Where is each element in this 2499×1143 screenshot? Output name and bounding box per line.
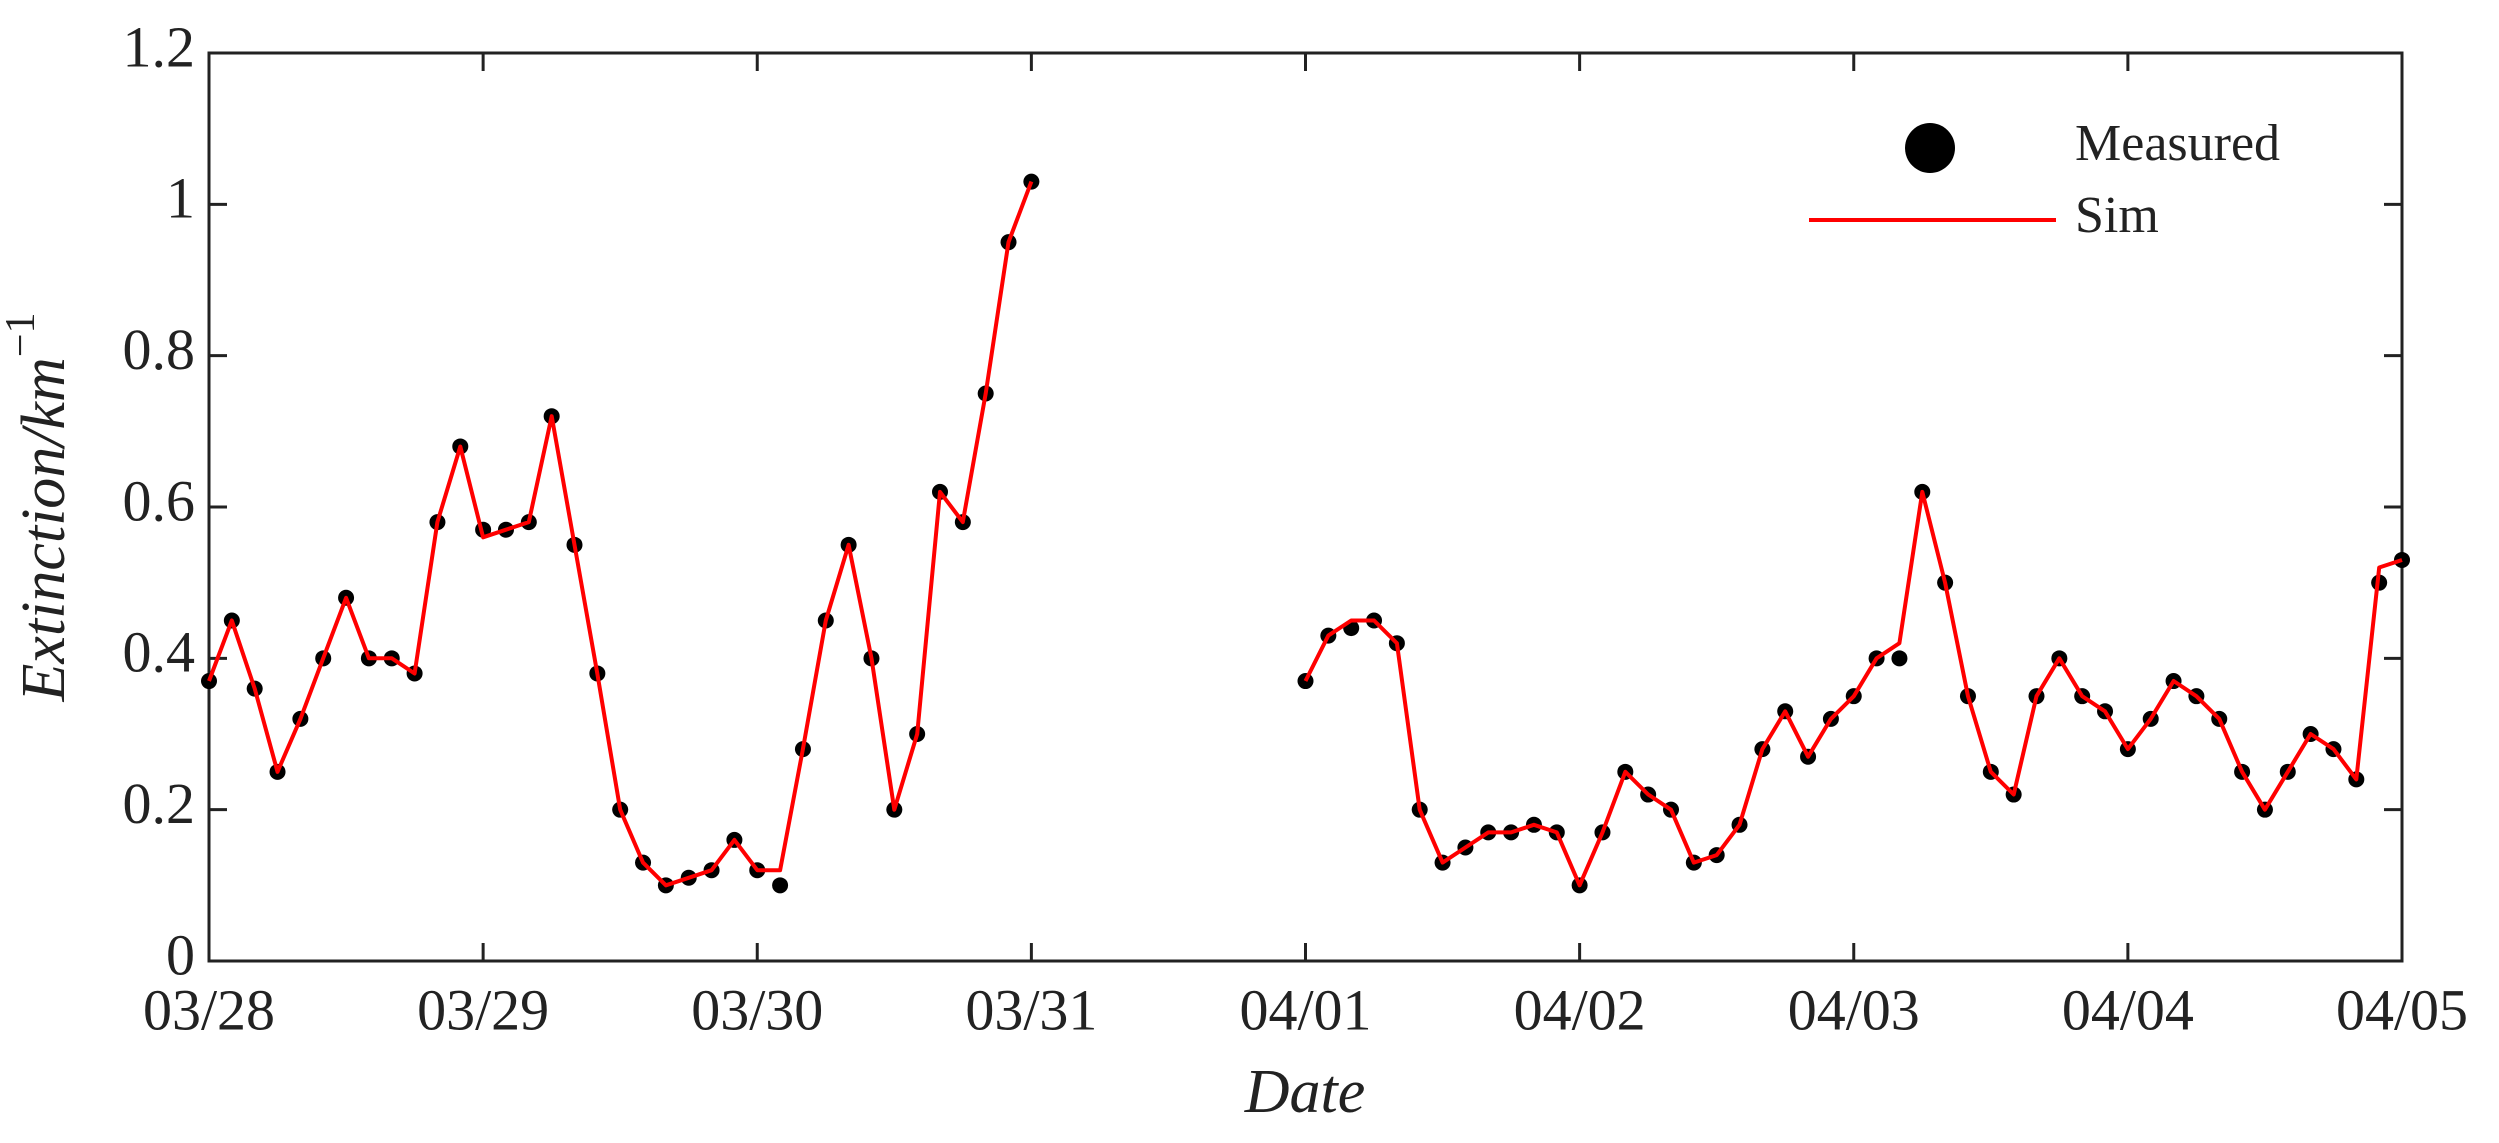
x-tick-label: 04/04	[2062, 977, 2194, 1042]
y-tick-label: 0.8	[123, 317, 196, 382]
data-point	[2394, 551, 2410, 568]
y-tick-label: 1.2	[123, 14, 196, 79]
data-point	[1297, 673, 1314, 690]
legend-label: Sim	[2075, 187, 2159, 244]
y-tick-label: 0	[166, 922, 195, 987]
data-line	[207, 180, 2403, 888]
x-axis-label: Date	[1244, 1058, 1366, 1126]
x-tick-label: 04/03	[1788, 977, 1920, 1042]
y-tick-label: 0.6	[123, 468, 196, 533]
y-tick-label: 0.4	[123, 620, 196, 685]
x-tick-label: 03/30	[691, 977, 823, 1042]
x-tick-label: 04/01	[1239, 977, 1371, 1042]
data-point	[201, 673, 217, 690]
y-axis-label: Extinction/km−1	[0, 312, 78, 702]
x-tick-label: 03/31	[965, 977, 1097, 1042]
legend-label: Measured	[2075, 115, 2280, 172]
y-axis-label-text: Extinction/km	[10, 357, 78, 702]
y-tick-label: 0.2	[123, 771, 196, 836]
y-tick-label: 1	[166, 166, 195, 231]
x-tick-label: 04/02	[1514, 977, 1646, 1042]
data-point	[772, 877, 789, 894]
legend-marker	[1905, 123, 1955, 173]
x-tick-label: 03/29	[417, 977, 549, 1042]
x-tick-label: 03/28	[143, 977, 275, 1042]
data-point	[1891, 650, 1908, 667]
plot-frame	[207, 51, 2404, 963]
x-tick-label: 04/05	[2336, 977, 2468, 1042]
y-axis-label-exponent: −1	[0, 312, 44, 357]
